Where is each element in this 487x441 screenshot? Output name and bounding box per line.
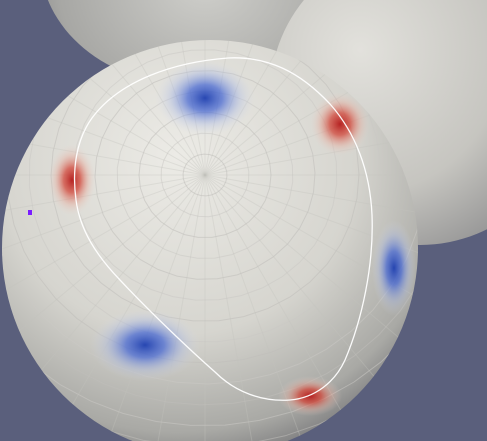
mesh-ring [72,49,338,301]
contour-line [73,57,373,401]
mesh-spoke [2,174,206,388]
blue-spot-right [372,220,416,316]
mesh-spoke [204,174,418,289]
mesh-spoke [204,174,418,233]
mesh-spoke [2,61,206,176]
mesh-ring [2,40,418,406]
red-spot-left [48,144,96,216]
blue-spot-bottom-left [90,309,200,381]
red-spot-top-right [310,92,370,156]
mesh-spoke [204,174,319,441]
mesh-spoke [2,174,206,341]
mesh-spoke [2,117,206,176]
mesh-ring [94,70,316,280]
mesh-spoke [204,174,418,341]
blue-spot-top [155,60,255,136]
mesh-ring [2,40,418,426]
mesh-spoke [2,174,206,289]
mesh-ring [116,91,294,259]
mesh-spoke [2,174,206,233]
mesh-spoke [204,117,418,176]
mesh-ring [182,153,228,197]
mesh-ring [138,112,272,238]
mesh-ring [160,132,250,218]
red-spot-bottom [278,376,342,416]
mesh-spoke [204,40,418,176]
marker-dot [28,210,32,215]
mesh-spoke [204,174,263,441]
